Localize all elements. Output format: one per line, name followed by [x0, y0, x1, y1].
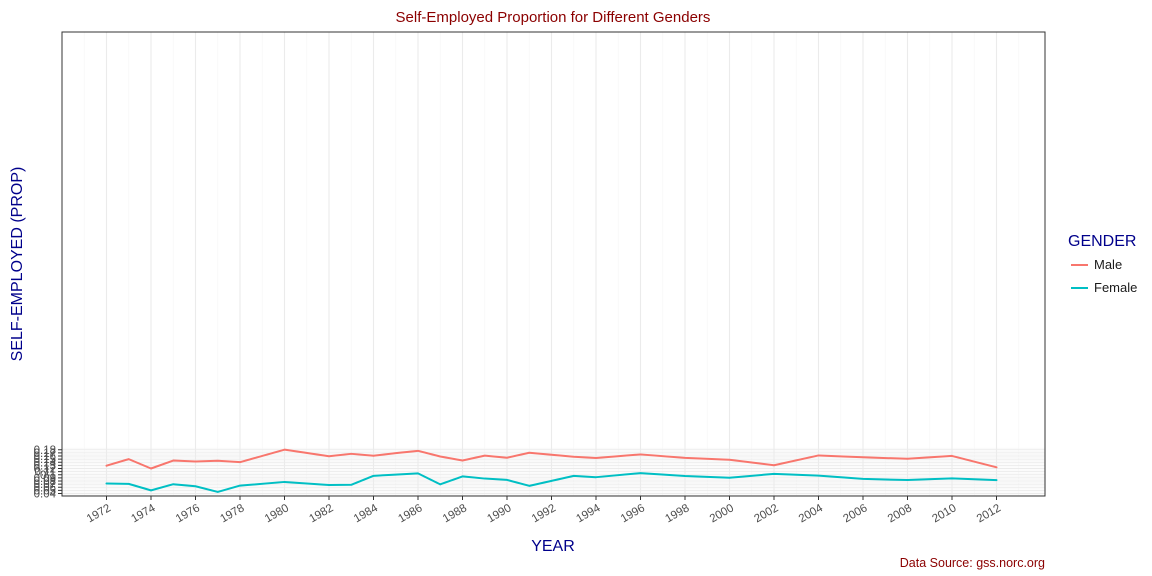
- x-tick-label: 2012: [975, 502, 1003, 525]
- x-tick-label: 1996: [619, 502, 647, 525]
- y-tick-label: 0.1: [40, 470, 56, 482]
- x-tick-label: 2002: [752, 502, 780, 525]
- series-line-female: [105, 472, 998, 493]
- y-tick-label: 0.15: [34, 454, 56, 466]
- x-tick-label: 2000: [708, 502, 736, 525]
- x-tick-label: 1972: [85, 502, 113, 525]
- series-line-male: [105, 448, 998, 470]
- x-tick-label: 1990: [485, 502, 513, 525]
- chart-title: Self-Employed Proportion for Different G…: [396, 9, 711, 26]
- data-source-caption: Data Source: gss.norc.org: [900, 556, 1045, 570]
- y-tick-label: 0.08: [34, 476, 56, 488]
- major-gridlines: [62, 32, 1045, 496]
- y-tick-label: 0.14: [34, 457, 57, 469]
- x-tick-label: 2004: [797, 502, 826, 525]
- y-tick-label: 0.12: [34, 464, 56, 476]
- y-tick-label: 0.07: [34, 479, 56, 491]
- y-tick-label: 0.13: [34, 460, 56, 472]
- y-tick-label: 0.16: [34, 451, 56, 463]
- x-axis-ticks: 1972 1974 1976 1978 1980 1982 1984 1986 1988 1990…: [85, 496, 1003, 525]
- series-lines: [105, 448, 998, 493]
- x-tick-label: 1974: [129, 502, 158, 525]
- x-axis-title: YEAR: [531, 538, 575, 555]
- x-tick-label: 1992: [530, 502, 558, 525]
- x-tick-label: 1986: [396, 502, 424, 525]
- y-axis-title: SELF-EMPLOYED (PROP): [9, 167, 26, 362]
- x-tick-label: 1980: [263, 502, 291, 525]
- y-tick-label: 0.11: [34, 467, 56, 479]
- y-tick-label: 0.05: [34, 485, 56, 497]
- x-tick-label: 1978: [218, 502, 246, 525]
- y-tick-label: 0.17: [34, 448, 56, 460]
- y-tick-label: 0.09: [34, 473, 56, 485]
- legend: GENDER Male Female: [1068, 233, 1137, 295]
- x-tick-label: 2006: [841, 502, 869, 525]
- y-tick-label: 0.04: [34, 489, 57, 501]
- legend-label-male: Male: [1094, 257, 1122, 272]
- y-axis-ticks: 0.040.050.060.070.080.090.10.110.120.130…: [34, 445, 62, 501]
- legend-label-female: Female: [1094, 280, 1137, 295]
- legend-title: GENDER: [1068, 233, 1136, 250]
- x-tick-label: 2008: [886, 502, 914, 525]
- y-tick-label: 0.18: [34, 445, 56, 457]
- panel-border: [61, 31, 1046, 497]
- y-tick-label: 0.06: [34, 482, 56, 494]
- x-tick-label: 1988: [441, 502, 469, 525]
- x-tick-label: 1976: [174, 502, 202, 525]
- x-tick-label: 1982: [307, 502, 335, 525]
- minor-gridlines: [62, 32, 1045, 496]
- x-tick-label: 2010: [930, 502, 958, 525]
- x-tick-label: 1984: [352, 502, 381, 525]
- x-tick-label: 1994: [574, 502, 603, 525]
- x-tick-label: 1998: [663, 502, 691, 525]
